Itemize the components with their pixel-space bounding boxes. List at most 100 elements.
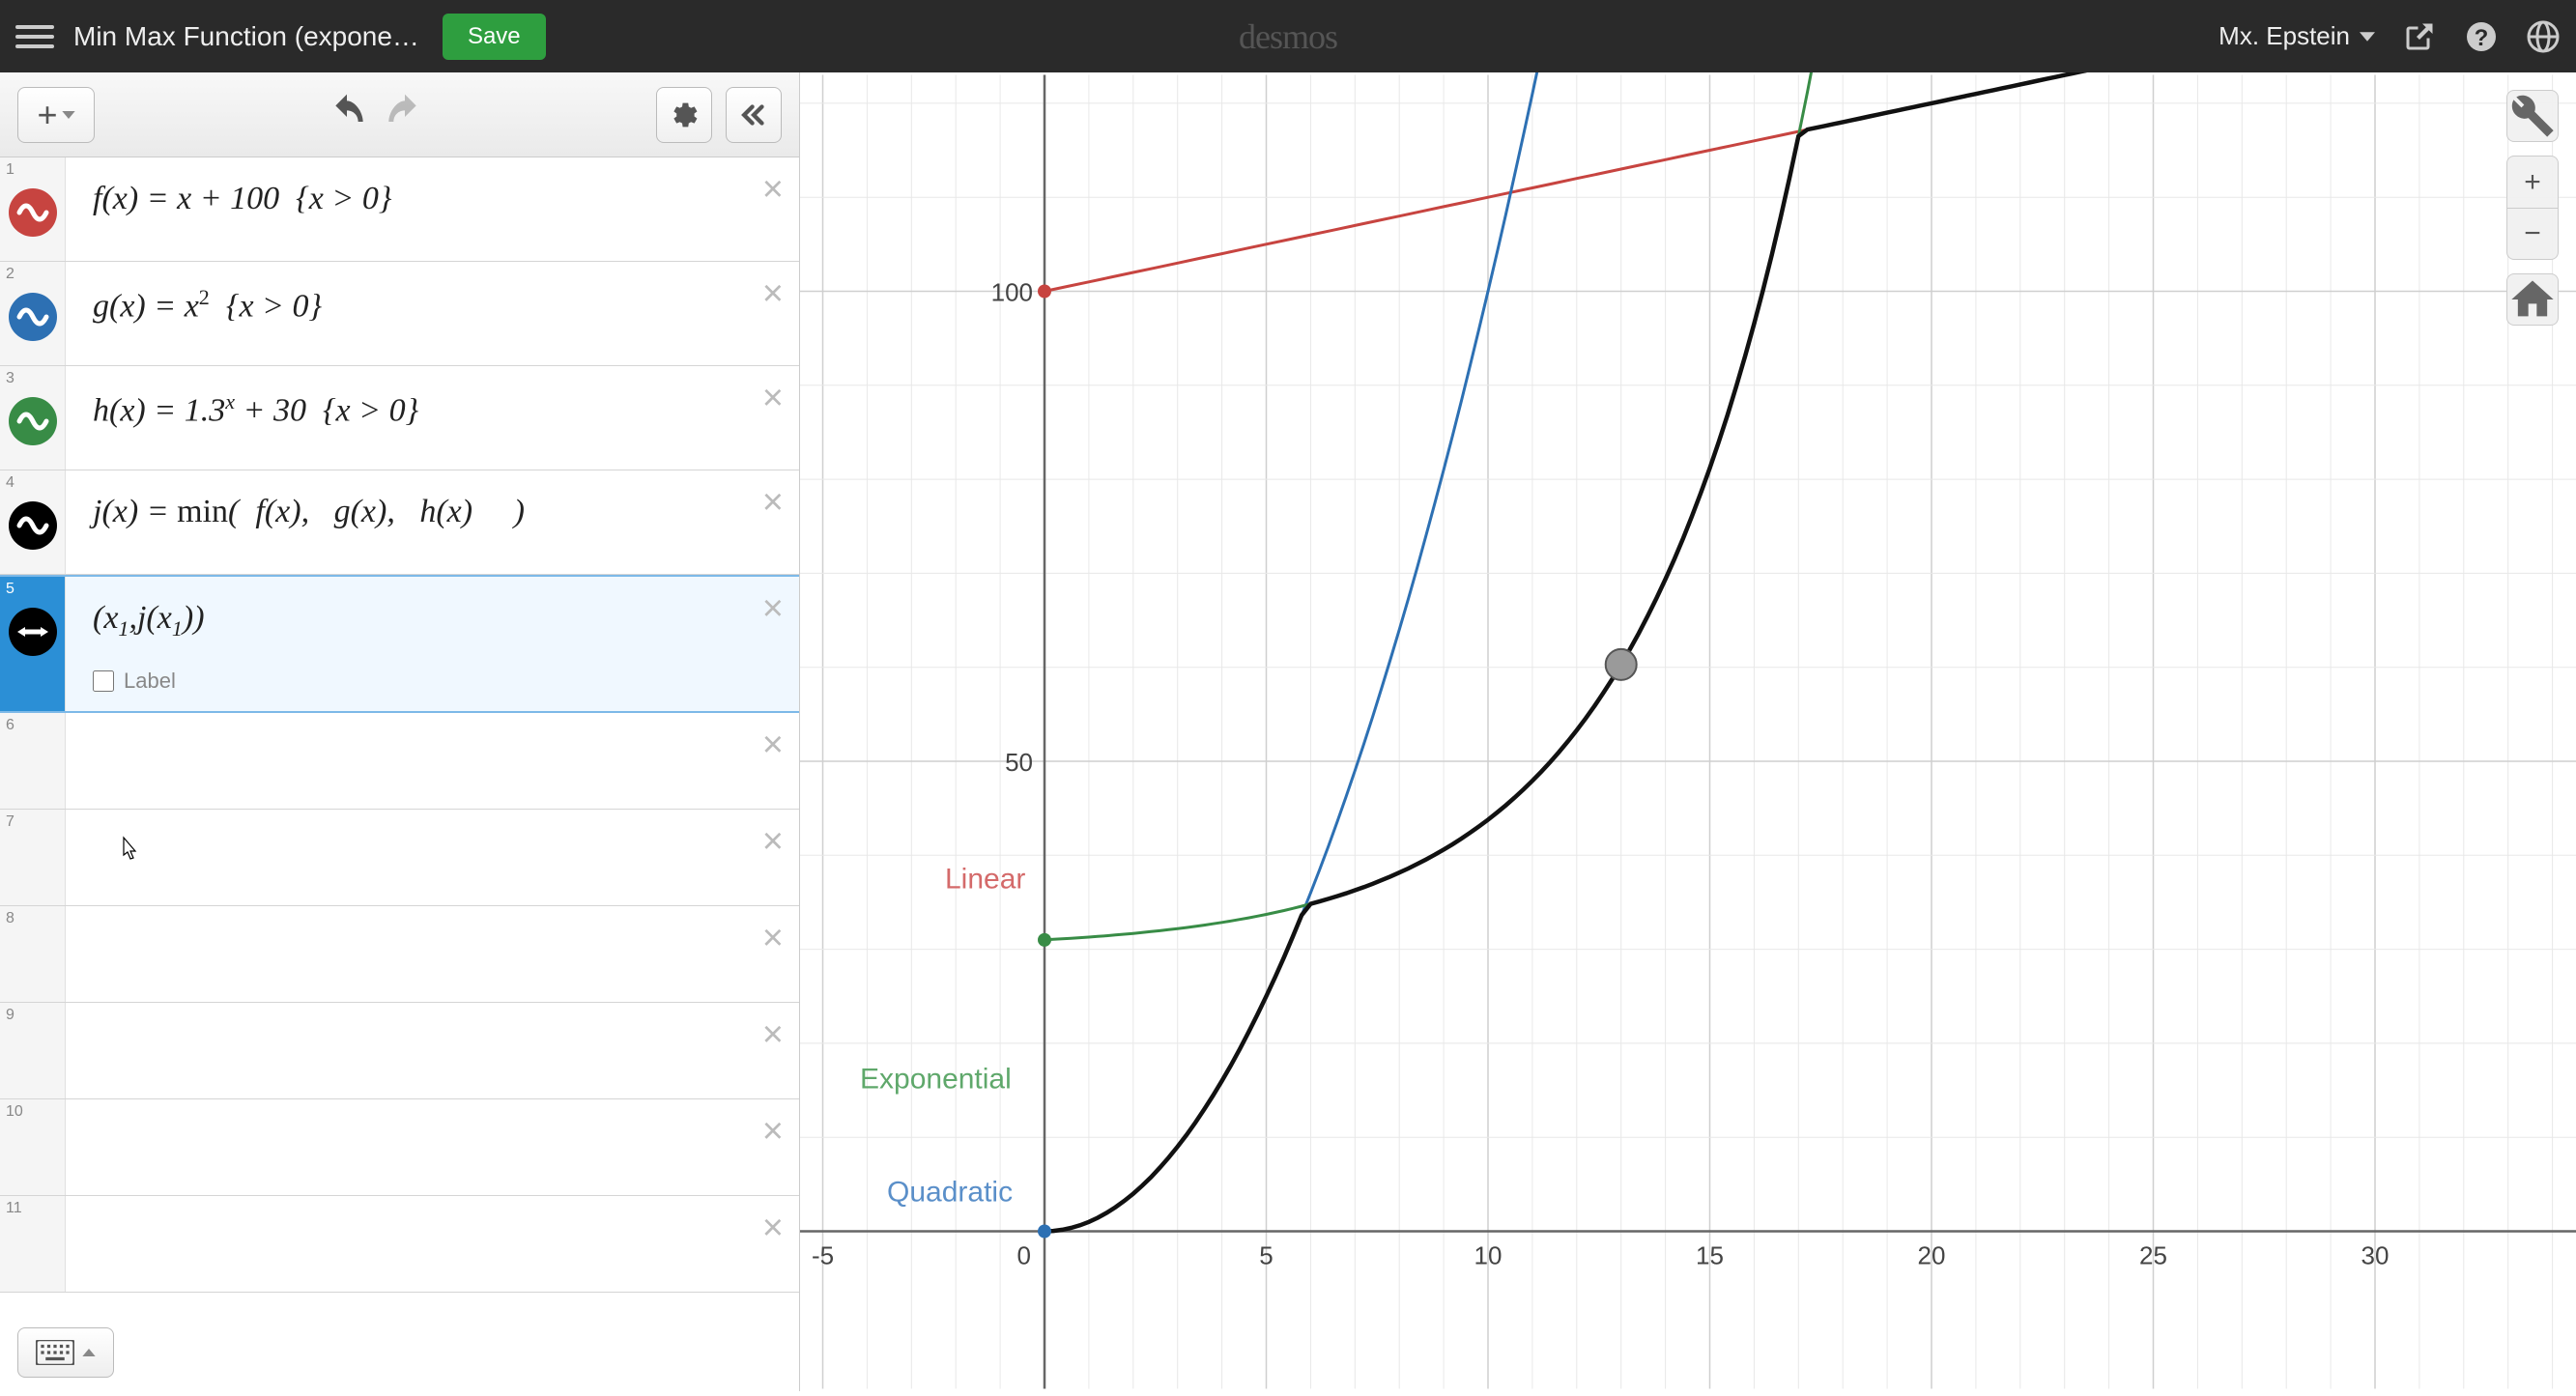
svg-text:5: 5 [1259,1241,1273,1270]
delete-expression-icon[interactable]: × [762,590,784,627]
expression-formula[interactable]: j(x) = min( f(x), g(x), h(x) )× [66,470,799,574]
label-text: Label [124,669,176,694]
graph-settings-button[interactable] [656,87,712,143]
expression-number: 10 [6,1103,23,1121]
expression-row-empty[interactable]: 9× [0,1003,799,1099]
expression-row[interactable]: 4 j(x) = min( f(x), g(x), h(x) )× [0,470,799,575]
expression-formula[interactable]: (x1,j(x1))× [66,577,799,665]
chevron-up-icon [82,1349,96,1356]
share-icon[interactable] [2402,19,2437,54]
expression-gutter[interactable]: 5 [0,577,66,711]
expression-gutter[interactable]: 4 [0,470,66,574]
user-menu[interactable]: Mx. Epstein [2218,21,2375,51]
expression-formula[interactable]: × [66,810,799,905]
label-option: Label [66,665,799,711]
expression-row-empty[interactable]: 6× [0,713,799,810]
expression-list: 1 f(x) = x + 100 {x > 0}× 2 g(x) = x2 {x > … [0,157,799,1391]
expression-number: 8 [6,910,14,927]
user-name: Mx. Epstein [2218,21,2350,51]
expression-gutter: 11 [0,1196,66,1292]
delete-expression-icon[interactable]: × [762,920,784,956]
help-icon[interactable]: ? [2464,19,2499,54]
app-header: Min Max Function (expone… Save desmos Mx… [0,0,2576,72]
function-label-exponential: Exponential [860,1064,1012,1096]
delete-expression-icon[interactable]: × [762,484,784,521]
delete-expression-icon[interactable]: × [762,275,784,312]
redo-button[interactable] [386,93,424,136]
graph-canvas[interactable]: -551015202530501001502002503000LinearExp… [800,72,2576,1391]
expression-row[interactable]: 5 (x1,j(x1))× Label [0,575,799,713]
svg-text:25: 25 [2139,1241,2167,1270]
wrench-settings-button[interactable] [2506,90,2559,142]
svg-text:30: 30 [2361,1241,2390,1270]
expression-gutter[interactable]: 2 [0,262,66,365]
expression-sidebar: + 1 f(x) = x + 100 {x > 0}× 2 g(x) = x2 {x … [0,72,800,1391]
expression-row[interactable]: 2 g(x) = x2 {x > 0}× [0,262,799,366]
expression-number: 1 [6,161,14,179]
zoom-in-button[interactable]: + [2506,156,2559,208]
svg-text:15: 15 [1696,1241,1724,1270]
expression-number: 4 [6,474,14,492]
expression-number: 3 [6,370,14,387]
expression-formula[interactable]: × [66,1196,799,1292]
sidebar-toolbar: + [0,72,799,157]
draggable-point[interactable] [1606,649,1637,680]
function-label-quadratic: Quadratic [887,1177,1013,1209]
label-checkbox[interactable] [93,670,114,692]
expression-number: 2 [6,266,14,283]
expression-formula[interactable]: × [66,1099,799,1195]
svg-text:20: 20 [1918,1241,1946,1270]
svg-text:50: 50 [1005,748,1033,777]
expression-row-empty[interactable]: 11 × [0,1196,799,1293]
chevron-down-icon [62,111,75,119]
add-expression-button[interactable]: + [17,87,95,143]
expression-formula[interactable]: × [66,906,799,1002]
svg-text:?: ? [2475,25,2489,51]
graph-title[interactable]: Min Max Function (expone… [73,21,419,52]
expression-formula[interactable]: f(x) = x + 100 {x > 0}× [66,157,799,261]
expression-row-empty[interactable]: 7× [0,810,799,906]
delete-expression-icon[interactable]: × [762,823,784,860]
undo-button[interactable] [328,93,366,136]
expression-gutter[interactable]: 3 [0,366,66,470]
expression-formula[interactable]: h(x) = 1.3x + 30 {x > 0}× [66,366,799,470]
desmos-logo: desmos [1239,16,1337,57]
delete-expression-icon[interactable]: × [762,380,784,416]
expression-formula[interactable]: g(x) = x2 {x > 0}× [66,262,799,365]
expression-number: 6 [6,717,14,734]
expression-gutter: 8 [0,906,66,1002]
expression-row[interactable]: 3 h(x) = 1.3x + 30 {x > 0}× [0,366,799,470]
function-label-linear: Linear [945,864,1025,896]
chevron-down-icon [2360,32,2375,42]
zoom-out-button[interactable]: − [2506,208,2559,260]
expression-gutter[interactable]: 1 [0,157,66,261]
expression-row-empty[interactable]: 10 × [0,1099,799,1196]
keyboard-icon [36,1340,74,1365]
expression-gutter: 7 [0,810,66,905]
expression-number: 5 [6,581,14,598]
svg-text:-5: -5 [812,1241,834,1270]
svg-text:100: 100 [991,278,1033,307]
expression-number: 11 [6,1200,22,1217]
home-zoom-button[interactable] [2506,273,2559,326]
language-globe-icon[interactable] [2526,19,2561,54]
expression-row-empty[interactable]: 8× [0,906,799,1003]
expression-number: 9 [6,1007,14,1024]
delete-expression-icon[interactable]: × [762,1113,784,1150]
expression-number: 7 [6,813,14,831]
delete-expression-icon[interactable]: × [762,726,784,763]
delete-expression-icon[interactable]: × [762,171,784,208]
expression-row[interactable]: 1 f(x) = x + 100 {x > 0}× [0,157,799,262]
keyboard-toggle-button[interactable] [17,1327,114,1378]
delete-expression-icon[interactable]: × [762,1016,784,1053]
expression-formula[interactable]: × [66,713,799,809]
svg-text:0: 0 [1017,1241,1031,1270]
expression-gutter: 9 [0,1003,66,1098]
delete-expression-icon[interactable]: × [762,1210,784,1246]
svg-text:10: 10 [1474,1241,1503,1270]
expression-gutter: 6 [0,713,66,809]
collapse-sidebar-button[interactable] [726,87,782,143]
menu-hamburger-icon[interactable] [15,17,54,56]
save-button[interactable]: Save [443,14,546,60]
expression-formula[interactable]: × [66,1003,799,1098]
